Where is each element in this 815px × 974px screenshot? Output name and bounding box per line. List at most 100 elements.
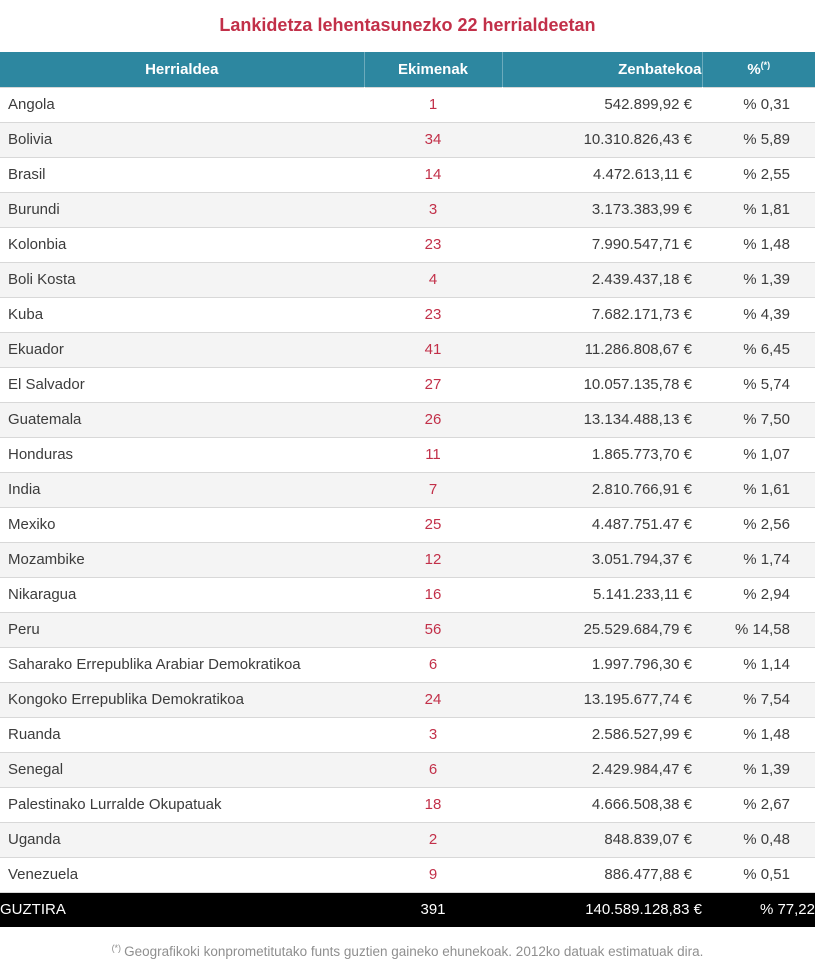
percent-cell: % 1,39 — [702, 751, 815, 787]
percent-cell: % 0,31 — [702, 86, 815, 122]
footnote-marker: (*) — [111, 942, 122, 953]
table-row: Palestinako Lurralde Okupatuak 18 4.666.… — [0, 786, 815, 822]
country-cell: India — [0, 471, 364, 507]
initiatives-cell: 41 — [364, 331, 502, 367]
initiatives-cell: 14 — [364, 156, 502, 192]
table-footer: GUZTIRA 391 140.589.128,83 € % 77,22 — [0, 891, 815, 927]
initiatives-cell: 23 — [364, 226, 502, 262]
country-cell: Guatemala — [0, 401, 364, 437]
initiatives-cell: 18 — [364, 786, 502, 822]
initiatives-cell: 25 — [364, 506, 502, 542]
percent-cell: % 14,58 — [702, 611, 815, 647]
amount-cell: 5.141.233,11 € — [502, 576, 702, 612]
country-cell: Uganda — [0, 821, 364, 857]
table-row: Ruanda 3 2.586.527,99 € % 1,48 — [0, 716, 815, 752]
total-row: GUZTIRA 391 140.589.128,83 € % 77,22 — [0, 891, 815, 927]
table-row: Kongoko Errepublika Demokratikoa 24 13.1… — [0, 681, 815, 717]
percent-cell: % 0,48 — [702, 821, 815, 857]
country-cell: Saharako Errepublika Arabiar Demokratiko… — [0, 646, 364, 682]
percent-cell: % 5,89 — [702, 121, 815, 157]
amount-cell: 2.429.984,47 € — [502, 751, 702, 787]
table-row: Honduras 11 1.865.773,70 € % 1,07 — [0, 436, 815, 472]
amount-cell: 1.865.773,70 € — [502, 436, 702, 472]
country-cell: Kongoko Errepublika Demokratikoa — [0, 681, 364, 717]
percent-cell: % 1,61 — [702, 471, 815, 507]
initiatives-cell: 24 — [364, 681, 502, 717]
country-cell: Honduras — [0, 436, 364, 472]
country-cell: Nikaragua — [0, 576, 364, 612]
column-header-initiatives: Ekimenak — [363, 52, 502, 87]
amount-cell: 4.666.508,38 € — [502, 786, 702, 822]
amount-cell: 2.810.766,91 € — [502, 471, 702, 507]
initiatives-cell: 3 — [364, 716, 502, 752]
percent-cell: % 1,14 — [702, 646, 815, 682]
country-cell: Senegal — [0, 751, 364, 787]
percent-cell: % 4,39 — [702, 296, 815, 332]
percent-cell: % 6,45 — [702, 331, 815, 367]
country-cell: Palestinako Lurralde Okupatuak — [0, 786, 364, 822]
total-amount-cell: 140.589.128,83 € — [502, 891, 702, 927]
column-header-amount: Zenbatekoa — [501, 52, 702, 87]
table-body: Angola 1 542.899,92 € % 0,31 Bolivia 34 … — [0, 86, 815, 892]
percent-cell: % 2,67 — [702, 786, 815, 822]
initiatives-cell: 11 — [364, 436, 502, 472]
table-row: Kuba 23 7.682.171,73 € % 4,39 — [0, 296, 815, 332]
initiatives-cell: 34 — [364, 121, 502, 157]
initiatives-cell: 56 — [364, 611, 502, 647]
country-cell: Kuba — [0, 296, 364, 332]
column-header-percent: %(*) — [701, 52, 815, 87]
amount-cell: 11.286.808,67 € — [502, 331, 702, 367]
total-label-cell: GUZTIRA — [0, 891, 364, 927]
table-row: Brasil 14 4.472.613,11 € % 2,55 — [0, 156, 815, 192]
percent-cell: % 0,51 — [702, 856, 815, 892]
amount-cell: 25.529.684,79 € — [502, 611, 702, 647]
percent-symbol: % — [747, 60, 761, 78]
table-row: Kolonbia 23 7.990.547,71 € % 1,48 — [0, 226, 815, 262]
table-row: Senegal 6 2.429.984,47 € % 1,39 — [0, 751, 815, 787]
percent-cell: % 2,94 — [702, 576, 815, 612]
country-cell: El Salvador — [0, 366, 364, 402]
amount-cell: 10.057.135,78 € — [502, 366, 702, 402]
table-row: Boli Kosta 4 2.439.437,18 € % 1,39 — [0, 261, 815, 297]
amount-cell: 848.839,07 € — [502, 821, 702, 857]
table-row: Angola 1 542.899,92 € % 0,31 — [0, 86, 815, 122]
initiatives-cell: 12 — [364, 541, 502, 577]
table-row: Saharako Errepublika Arabiar Demokratiko… — [0, 646, 815, 682]
column-header-country: Herrialdea — [0, 52, 364, 87]
percent-footnote-marker: (*) — [760, 59, 771, 70]
initiatives-cell: 23 — [364, 296, 502, 332]
table-row: Mexiko 25 4.487.751.47 € % 2,56 — [0, 506, 815, 542]
footnote-text: Geografikoki konprometitutako funts guzt… — [124, 944, 704, 959]
percent-cell: % 7,50 — [702, 401, 815, 437]
table-row: El Salvador 27 10.057.135,78 € % 5,74 — [0, 366, 815, 402]
initiatives-cell: 9 — [364, 856, 502, 892]
percent-cell: % 1,07 — [702, 436, 815, 472]
table-header-row: Herrialdea Ekimenak Zenbatekoa %(*) — [0, 52, 815, 87]
initiatives-cell: 6 — [364, 646, 502, 682]
country-cell: Mexiko — [0, 506, 364, 542]
amount-cell: 2.586.527,99 € — [502, 716, 702, 752]
initiatives-cell: 7 — [364, 471, 502, 507]
amount-cell: 3.051.794,37 € — [502, 541, 702, 577]
amount-cell: 886.477,88 € — [502, 856, 702, 892]
amount-cell: 13.134.488,13 € — [502, 401, 702, 437]
percent-cell: % 1,39 — [702, 261, 815, 297]
countries-table: Herrialdea Ekimenak Zenbatekoa %(*) Ango… — [0, 52, 815, 927]
country-cell: Boli Kosta — [0, 261, 364, 297]
table-row: Peru 56 25.529.684,79 € % 14,58 — [0, 611, 815, 647]
table-header: Herrialdea Ekimenak Zenbatekoa %(*) — [0, 52, 815, 87]
amount-cell: 13.195.677,74 € — [502, 681, 702, 717]
amount-cell: 7.682.171,73 € — [502, 296, 702, 332]
percent-cell: % 7,54 — [702, 681, 815, 717]
percent-cell: % 1,48 — [702, 226, 815, 262]
initiatives-cell: 2 — [364, 821, 502, 857]
initiatives-cell: 4 — [364, 261, 502, 297]
percent-cell: % 5,74 — [702, 366, 815, 402]
country-cell: Bolivia — [0, 121, 364, 157]
initiatives-cell: 1 — [364, 86, 502, 122]
amount-cell: 3.173.383,99 € — [502, 191, 702, 227]
country-cell: Angola — [0, 86, 364, 122]
table-row: Bolivia 34 10.310.826,43 € % 5,89 — [0, 121, 815, 157]
table-row: Venezuela 9 886.477,88 € % 0,51 — [0, 856, 815, 892]
table-row: India 7 2.810.766,91 € % 1,61 — [0, 471, 815, 507]
